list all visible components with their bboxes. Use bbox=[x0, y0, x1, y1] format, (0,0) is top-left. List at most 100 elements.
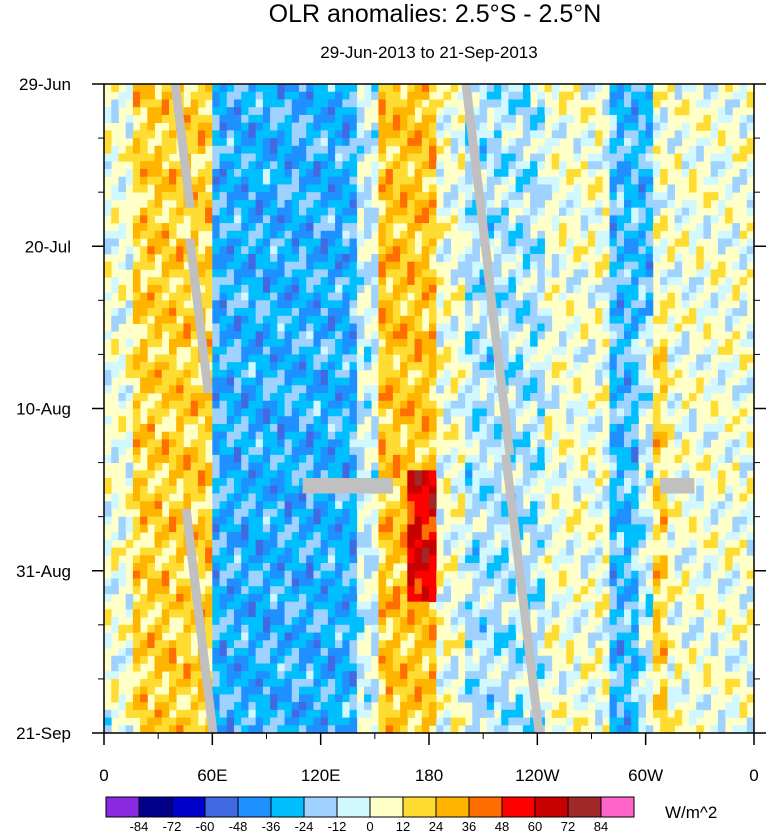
heatmap-cell bbox=[161, 648, 170, 657]
heatmap-cell bbox=[616, 308, 625, 317]
heatmap-cell bbox=[515, 717, 524, 726]
heatmap-cell bbox=[602, 485, 610, 494]
heatmap-cell bbox=[190, 91, 199, 100]
heatmap-cell bbox=[327, 624, 336, 633]
heatmap-cell bbox=[299, 107, 307, 116]
heatmap-cell bbox=[356, 439, 365, 448]
heatmap-cell bbox=[197, 485, 206, 494]
heatmap-cell bbox=[566, 277, 574, 286]
heatmap-cell bbox=[421, 555, 430, 564]
heatmap-cell bbox=[313, 199, 322, 209]
heatmap-cell bbox=[306, 377, 314, 386]
heatmap-cell bbox=[342, 609, 350, 618]
heatmap-cell bbox=[624, 470, 632, 479]
heatmap-cell bbox=[291, 601, 300, 610]
heatmap-cell bbox=[320, 570, 329, 579]
heatmap-cell bbox=[609, 138, 618, 147]
heatmap-cell bbox=[342, 547, 350, 556]
heatmap-cell bbox=[421, 624, 430, 633]
heatmap-cell bbox=[183, 632, 192, 641]
heatmap-cell bbox=[429, 423, 437, 433]
heatmap-cell bbox=[277, 362, 285, 371]
heatmap-cell bbox=[125, 246, 134, 255]
heatmap-cell bbox=[306, 686, 314, 695]
heatmap-cell bbox=[479, 331, 488, 340]
heatmap-cell bbox=[313, 593, 322, 603]
heatmap-cell bbox=[457, 91, 466, 100]
heatmap-cell bbox=[356, 153, 365, 162]
heatmap-cell bbox=[277, 354, 285, 363]
heatmap-cell bbox=[544, 292, 553, 301]
heatmap-cell bbox=[342, 686, 350, 695]
heatmap-cell bbox=[212, 694, 220, 703]
heatmap-cell bbox=[501, 292, 509, 301]
heatmap-cell bbox=[400, 609, 408, 618]
heatmap-cell bbox=[385, 238, 394, 247]
heatmap-cell bbox=[342, 447, 350, 456]
heatmap-cell bbox=[190, 454, 199, 463]
heatmap-cell bbox=[132, 423, 141, 433]
heatmap-cell bbox=[270, 292, 278, 301]
heatmap-cell bbox=[111, 447, 119, 456]
heatmap-cell bbox=[392, 261, 401, 270]
heatmap-cell bbox=[169, 447, 177, 456]
heatmap-cell bbox=[414, 292, 423, 301]
heatmap-cell bbox=[486, 501, 495, 510]
heatmap-cell bbox=[385, 586, 394, 595]
heatmap-cell bbox=[140, 130, 148, 139]
heatmap-cell bbox=[385, 601, 394, 610]
heatmap-cell bbox=[400, 261, 408, 270]
heatmap-cell bbox=[429, 717, 437, 726]
heatmap-cell bbox=[385, 462, 394, 471]
heatmap-cell bbox=[472, 292, 480, 301]
heatmap-cell bbox=[270, 300, 278, 309]
heatmap-cell bbox=[241, 269, 249, 278]
heatmap-cell bbox=[342, 377, 350, 386]
heatmap-cell bbox=[277, 199, 285, 209]
heatmap-cell bbox=[154, 385, 163, 394]
heatmap-cell bbox=[429, 138, 437, 147]
heatmap-cell bbox=[219, 563, 228, 572]
heatmap-cell bbox=[270, 702, 278, 711]
heatmap-cell bbox=[270, 230, 278, 239]
heatmap-cell bbox=[125, 640, 134, 649]
heatmap-cell bbox=[125, 501, 134, 510]
heatmap-cell bbox=[147, 253, 155, 263]
heatmap-cell bbox=[638, 145, 647, 154]
heatmap-cell bbox=[140, 91, 148, 100]
heatmap-cell bbox=[248, 331, 257, 340]
heatmap-cell bbox=[537, 99, 545, 108]
heatmap-cell bbox=[248, 671, 257, 680]
heatmap-cell bbox=[299, 493, 307, 502]
heatmap-cell bbox=[392, 532, 401, 541]
heatmap-cell bbox=[327, 539, 336, 548]
heatmap-cell bbox=[400, 246, 408, 255]
heatmap-cell bbox=[270, 207, 278, 216]
heatmap-cell bbox=[414, 462, 423, 471]
heatmap-cell bbox=[306, 640, 314, 649]
heatmap-cell bbox=[551, 563, 560, 572]
heatmap-cell bbox=[537, 454, 545, 463]
heatmap-cell bbox=[342, 354, 350, 363]
heatmap-cell bbox=[234, 308, 242, 317]
heatmap-cell bbox=[183, 578, 192, 587]
heatmap-cell bbox=[624, 400, 632, 409]
heatmap-cell bbox=[421, 717, 430, 726]
heatmap-cell bbox=[291, 215, 300, 224]
heatmap-cell bbox=[472, 416, 480, 425]
heatmap-cell bbox=[450, 671, 459, 680]
heatmap-cell bbox=[154, 447, 163, 456]
heatmap-cell bbox=[277, 508, 285, 518]
heatmap-cell bbox=[255, 493, 264, 502]
heatmap-cell bbox=[400, 624, 408, 633]
heatmap-cell bbox=[602, 593, 610, 603]
heatmap-cell bbox=[291, 439, 300, 448]
heatmap-cell bbox=[147, 331, 155, 340]
heatmap-cell bbox=[522, 470, 531, 479]
heatmap-cell bbox=[457, 284, 466, 294]
heatmap-cell bbox=[277, 586, 285, 595]
heatmap-cell bbox=[624, 315, 632, 324]
heatmap-cell bbox=[371, 84, 379, 93]
heatmap-cell bbox=[147, 176, 155, 185]
heatmap-cell bbox=[616, 563, 625, 572]
